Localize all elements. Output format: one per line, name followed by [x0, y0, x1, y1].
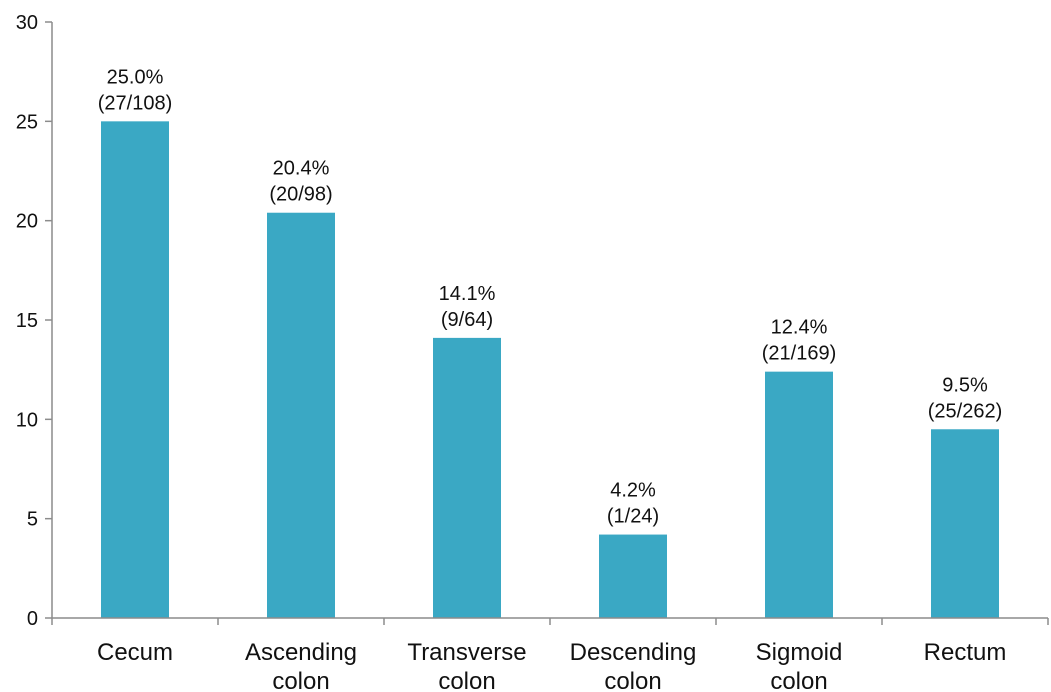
- data-labels: 25.0% (27/108) 20.4% (20/98) 14.1% (9/64) 4.2%…: [98, 66, 1003, 527]
- y-tick-label: 5: [27, 509, 38, 531]
- x-tick-label: Ascending: [245, 639, 357, 666]
- x-tick-label: Descending: [570, 639, 697, 666]
- data-label: (21/169): [762, 343, 837, 365]
- x-tick-label: Transverse: [407, 639, 526, 666]
- y-tick-label: 25: [16, 111, 38, 133]
- bar: [267, 212, 335, 618]
- x-tick-label: Sigmoid: [756, 639, 843, 666]
- x-axis: Cecum AscendingcolonTransversecolonDescen…: [51, 617, 1049, 692]
- bar: [433, 337, 501, 618]
- data-label: (27/108): [98, 92, 173, 114]
- data-label: (25/262): [928, 400, 1003, 422]
- x-tick-label: Cecum: [97, 639, 173, 666]
- bar: [931, 429, 999, 618]
- x-tick-label: Rectum: [924, 639, 1007, 666]
- y-tick-label: 30: [16, 12, 38, 34]
- data-label: 4.2%: [610, 480, 656, 502]
- data-label: (20/98): [269, 184, 332, 206]
- x-tick-label: colon: [770, 668, 827, 692]
- bar: [599, 534, 667, 618]
- x-tick-label: colon: [438, 668, 495, 692]
- data-label: (9/64): [441, 309, 493, 331]
- y-axis: 0 5 10 15 20 25 30: [16, 12, 53, 630]
- y-tick-label: 10: [16, 409, 38, 431]
- y-tick-label: 0: [27, 608, 38, 630]
- x-tick-label: colon: [604, 668, 661, 692]
- bar: [765, 371, 833, 618]
- data-label: 14.1%: [439, 283, 496, 305]
- y-tick-label: 20: [16, 211, 38, 233]
- x-tick-label: colon: [272, 668, 329, 692]
- y-tick-label: 15: [16, 310, 38, 332]
- data-label: (1/24): [607, 506, 659, 528]
- data-label: 12.4%: [771, 317, 828, 339]
- data-label: 9.5%: [942, 374, 988, 396]
- bar: [101, 121, 169, 618]
- data-label: 20.4%: [273, 158, 330, 180]
- data-label: 25.0%: [107, 66, 164, 88]
- bars: [101, 121, 999, 618]
